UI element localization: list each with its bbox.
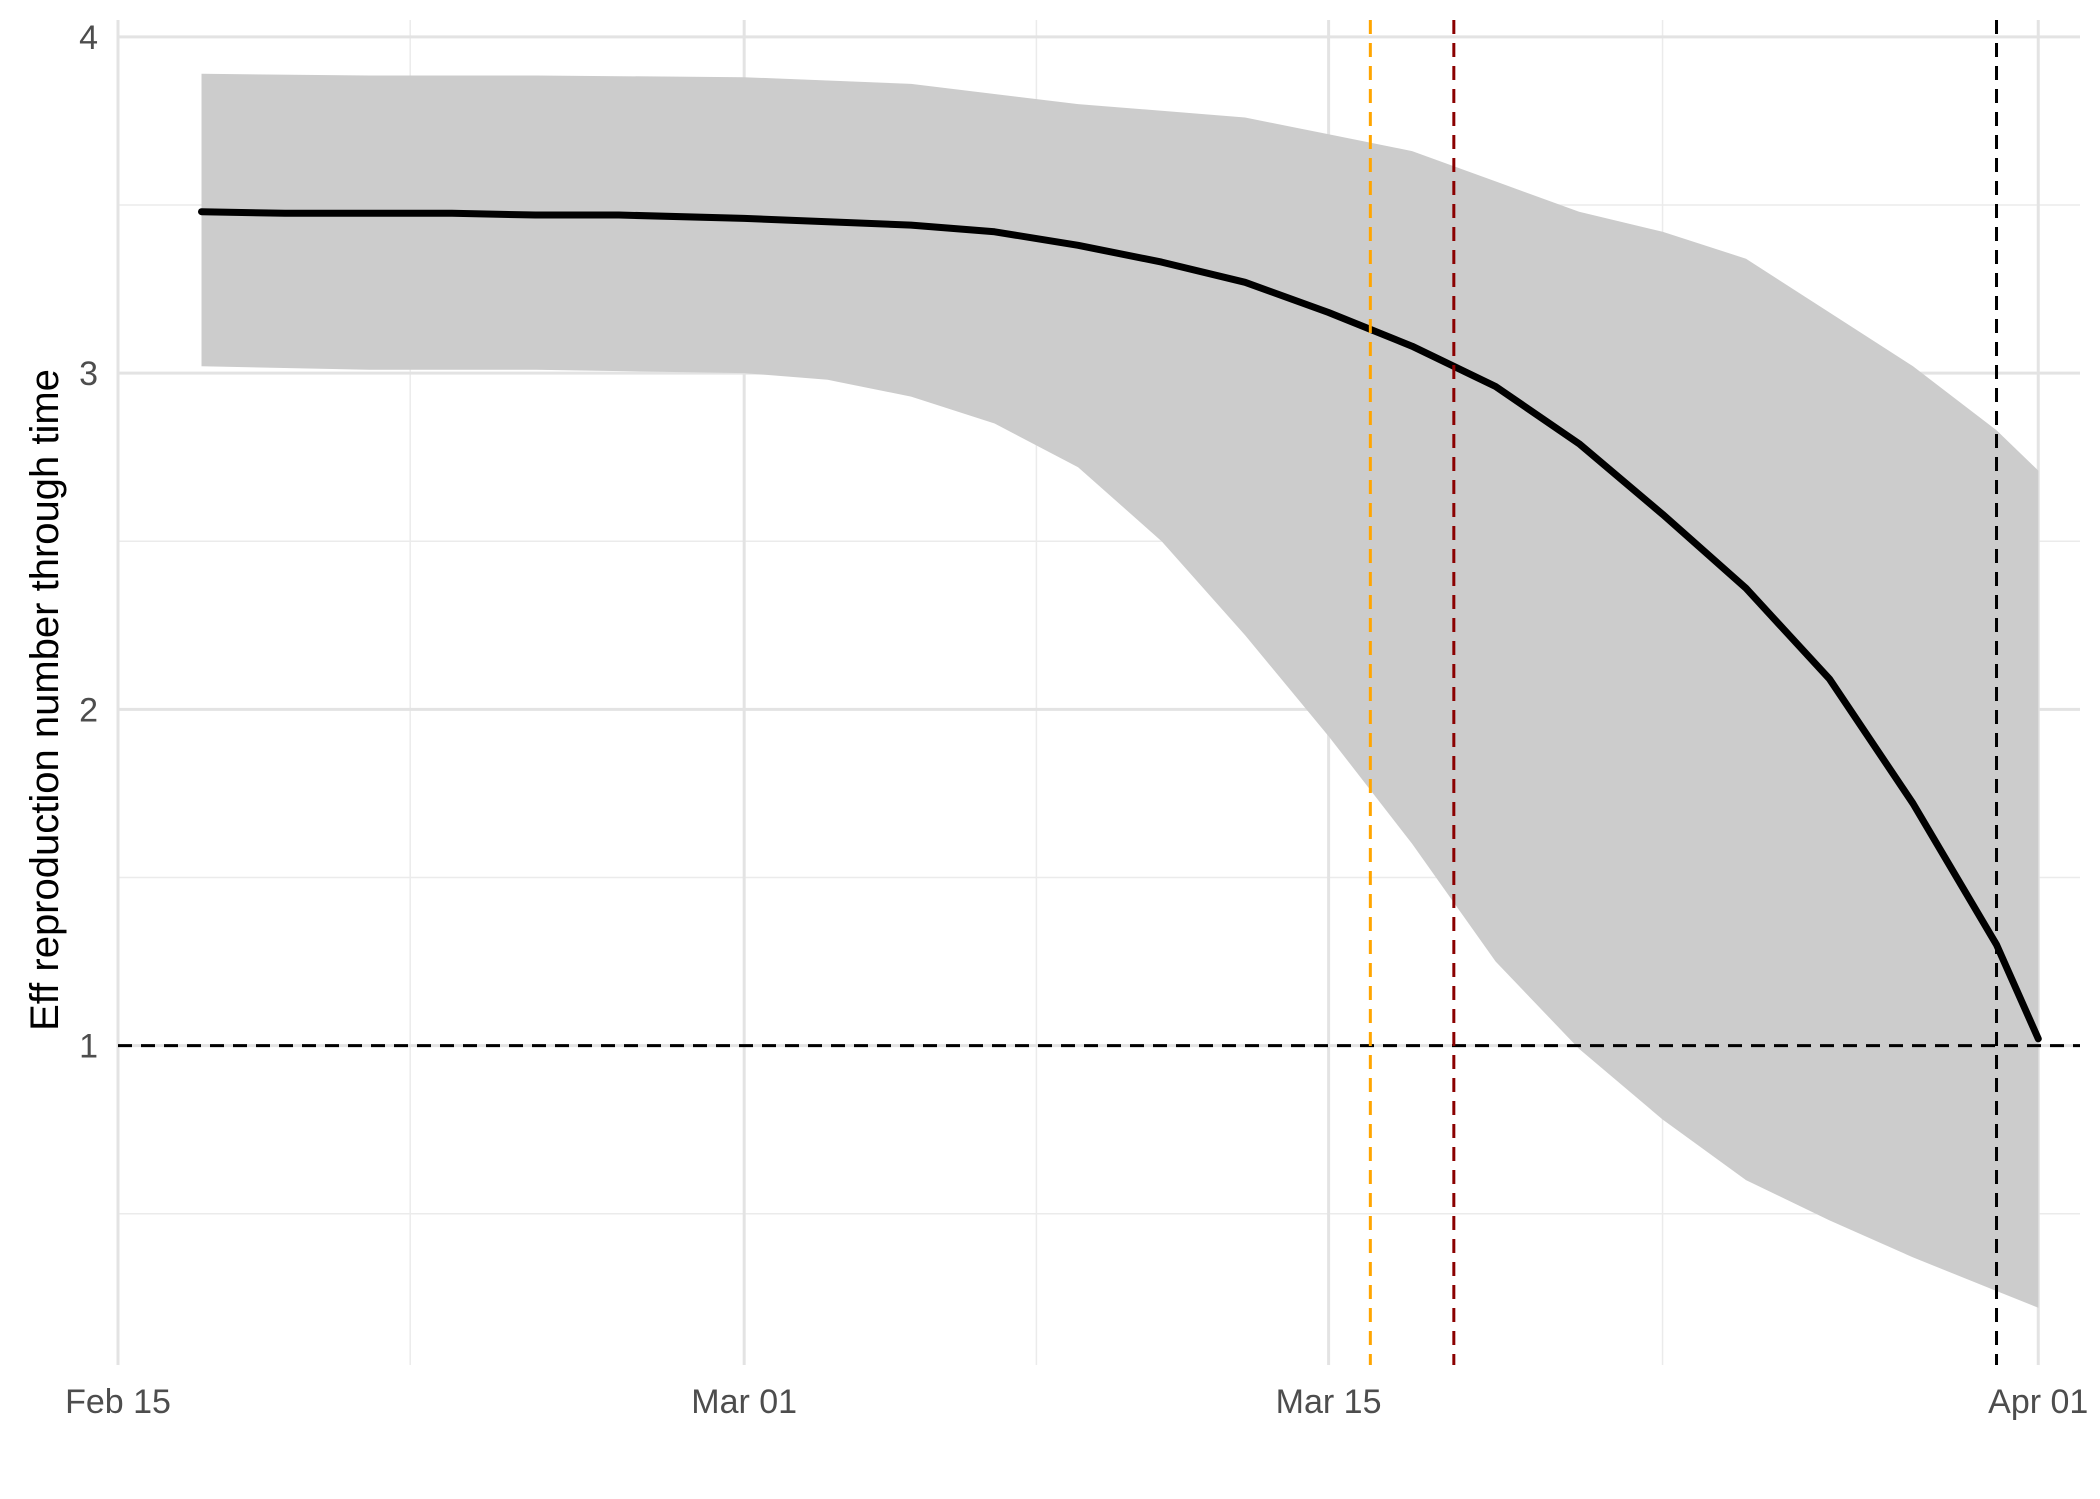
y-tick-label: 4 (79, 19, 98, 57)
confidence-ribbon-group (201, 73, 2039, 1308)
y-tick-label: 2 (79, 691, 98, 729)
y-tick-label: 3 (79, 355, 98, 393)
y-tick-label: 1 (79, 1028, 98, 1066)
reference-lines (118, 20, 2080, 1365)
x-tick-label: Apr 01 (1988, 1383, 2088, 1421)
axis-ticks: 1 2 3 4 Feb 15 Mar 01 Mar 15 Apr 01 (65, 19, 2088, 1421)
confidence-ribbon (201, 73, 2039, 1308)
estimate-line-group (198, 208, 2042, 1043)
x-tick-label: Mar 01 (691, 1383, 797, 1421)
x-tick-label: Feb 15 (65, 1383, 171, 1421)
x-tick-label: Mar 15 (1276, 1383, 1382, 1421)
y-axis-title: Eff reproduction number through time (23, 369, 67, 1031)
estimate-line (198, 208, 2042, 1043)
